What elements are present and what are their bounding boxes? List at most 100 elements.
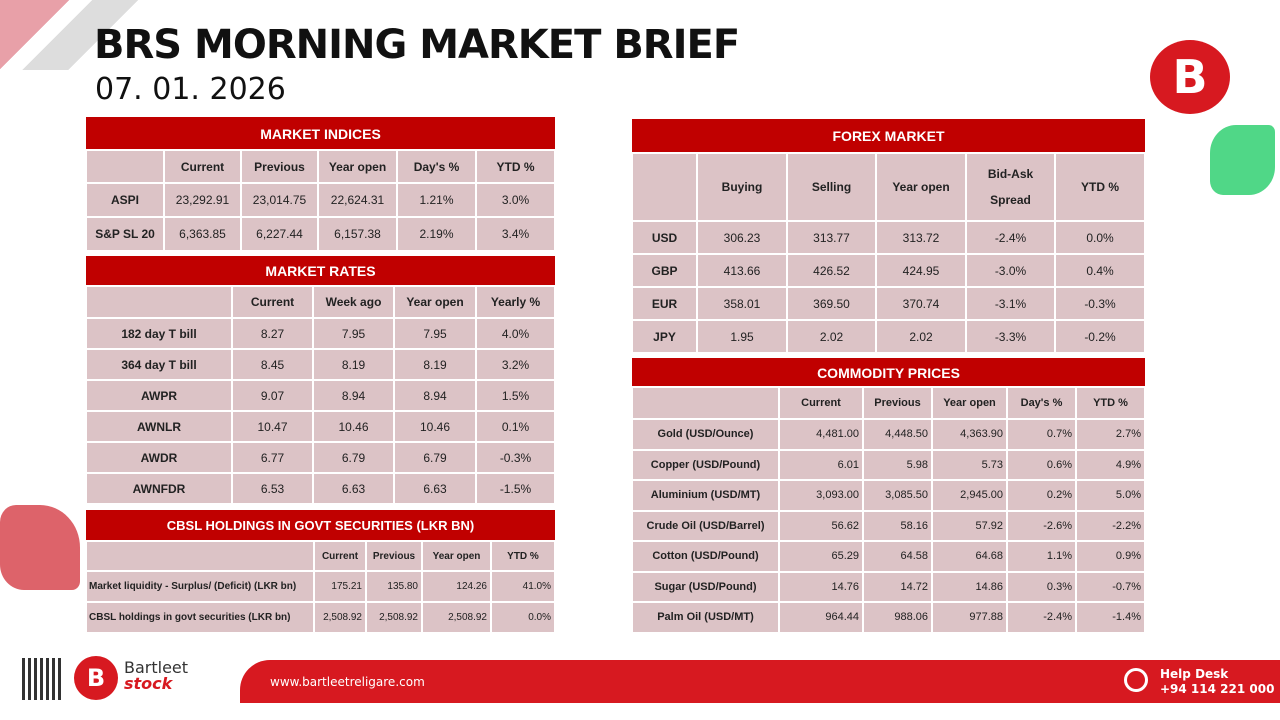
row-label: USD bbox=[631, 220, 698, 255]
cell-value: 2.19% bbox=[396, 216, 477, 252]
cell-value: 3.4% bbox=[475, 216, 556, 252]
cell-value: 2.02 bbox=[875, 319, 967, 354]
cell-value: 4.9% bbox=[1075, 448, 1146, 481]
cell-value: 5.98 bbox=[862, 448, 933, 481]
table-row: JPY 1.95 2.02 2.02 -3.3% -0.2% bbox=[631, 319, 1146, 354]
row-label: 182 day T bill bbox=[85, 317, 233, 350]
cell-value: 4,363.90 bbox=[931, 418, 1008, 451]
cell-value: -0.7% bbox=[1075, 570, 1146, 603]
decor-stripe bbox=[0, 0, 160, 70]
cell-value: 370.74 bbox=[875, 286, 967, 321]
cell-value: 23,014.75 bbox=[240, 182, 319, 218]
qr-code-icon bbox=[22, 658, 64, 700]
brand-line2: stock bbox=[124, 674, 173, 693]
cell-value: 8.94 bbox=[393, 379, 477, 412]
cell-value: -1.4% bbox=[1075, 601, 1146, 634]
cell-value: 0.7% bbox=[1006, 418, 1077, 451]
cell-value: 6.79 bbox=[312, 441, 395, 474]
cell-value: 8.19 bbox=[393, 348, 477, 381]
column-header: Current bbox=[313, 540, 367, 572]
table-row: AWNLR 10.47 10.46 10.46 0.1% bbox=[85, 410, 556, 443]
cell-value: 426.52 bbox=[786, 253, 877, 288]
cell-value: 988.06 bbox=[862, 601, 933, 634]
cell-value: 6.53 bbox=[231, 472, 314, 505]
row-label: 364 day T bill bbox=[85, 348, 233, 381]
row-label: Sugar (USD/Pound) bbox=[631, 570, 780, 603]
column-header bbox=[85, 285, 233, 319]
header-row: Current Week ago Year open Yearly % bbox=[85, 285, 556, 319]
column-header bbox=[631, 386, 780, 420]
column-header: YTD % bbox=[1075, 386, 1146, 420]
column-header bbox=[85, 540, 315, 572]
market-rates-table: Current Week ago Year open Yearly % 182 day … bbox=[85, 285, 556, 505]
table-row: Palm Oil (USD/MT) 964.44 988.06 977.88 -2.4%… bbox=[631, 601, 1146, 634]
cell-value: 3,093.00 bbox=[778, 479, 864, 512]
market-indices-table: Current Previous Year open Day's % YTD % ASPI… bbox=[85, 149, 556, 252]
cell-value: 1.5% bbox=[475, 379, 556, 412]
cell-value: 2,508.92 bbox=[365, 601, 423, 634]
table-row: Crude Oil (USD/Barrel) 56.62 58.16 57.92 -2.… bbox=[631, 509, 1146, 542]
row-label: Copper (USD/Pound) bbox=[631, 448, 780, 481]
cell-value: 23,292.91 bbox=[163, 182, 242, 218]
cell-value: 2,945.00 bbox=[931, 479, 1008, 512]
column-header: Previous bbox=[365, 540, 423, 572]
cell-value: 7.95 bbox=[393, 317, 477, 350]
cell-value: 8.45 bbox=[231, 348, 314, 381]
column-header: Day's % bbox=[396, 149, 477, 184]
cell-value: 6.63 bbox=[312, 472, 395, 505]
row-label: JPY bbox=[631, 319, 698, 354]
cell-value: 313.72 bbox=[875, 220, 967, 255]
table-row: AWPR 9.07 8.94 8.94 1.5% bbox=[85, 379, 556, 412]
cell-value: 964.44 bbox=[778, 601, 864, 634]
column-header: Year open bbox=[393, 285, 477, 319]
cell-value: 8.94 bbox=[312, 379, 395, 412]
row-label: AWPR bbox=[85, 379, 233, 412]
cell-value: 3.0% bbox=[475, 182, 556, 218]
column-header: Bid-Ask Spread bbox=[965, 152, 1056, 222]
table-row: USD 306.23 313.77 313.72 -2.4% 0.0% bbox=[631, 220, 1146, 255]
cell-value: 369.50 bbox=[786, 286, 877, 321]
cell-value: 5.73 bbox=[931, 448, 1008, 481]
cell-value: 0.6% bbox=[1006, 448, 1077, 481]
cell-value: 58.16 bbox=[862, 509, 933, 542]
cell-value: 6.79 bbox=[393, 441, 477, 474]
cell-value: 10.47 bbox=[231, 410, 314, 443]
help-phone[interactable]: +94 114 221 000 bbox=[1160, 682, 1275, 696]
forex-table: Buying Selling Year open Bid-Ask Spread YTD … bbox=[631, 152, 1146, 354]
column-header: Selling bbox=[786, 152, 877, 222]
column-header: Year open bbox=[317, 149, 398, 184]
column-header: YTD % bbox=[475, 149, 556, 184]
cell-value: 4,481.00 bbox=[778, 418, 864, 451]
column-header: Current bbox=[231, 285, 314, 319]
table-row: AWNFDR 6.53 6.63 6.63 -1.5% bbox=[85, 472, 556, 505]
cell-value: 413.66 bbox=[696, 253, 788, 288]
cell-value: 0.9% bbox=[1075, 540, 1146, 573]
cell-value: 6.01 bbox=[778, 448, 864, 481]
column-header: YTD % bbox=[490, 540, 556, 572]
row-label: Cotton (USD/Pound) bbox=[631, 540, 780, 573]
cell-value: 0.2% bbox=[1006, 479, 1077, 512]
website-link[interactable]: www.bartleetreligare.com bbox=[270, 675, 425, 689]
table-row: Cotton (USD/Pound) 65.29 64.58 64.68 1.1% 0.9… bbox=[631, 540, 1146, 573]
table-row: AWDR 6.77 6.79 6.79 -0.3% bbox=[85, 441, 556, 474]
column-header: YTD % bbox=[1054, 152, 1146, 222]
cell-value: 313.77 bbox=[786, 220, 877, 255]
cbsl-table: Current Previous Year open YTD % Market liqu… bbox=[85, 540, 556, 634]
cell-value: 1.95 bbox=[696, 319, 788, 354]
cell-value: -3.3% bbox=[965, 319, 1056, 354]
cell-value: 57.92 bbox=[931, 509, 1008, 542]
cell-value: -0.2% bbox=[1054, 319, 1146, 354]
cbsl-title: CBSL HOLDINGS IN GOVT SECURITIES (LKR BN… bbox=[86, 510, 555, 541]
cell-value: 8.27 bbox=[231, 317, 314, 350]
column-header: Year open bbox=[421, 540, 492, 572]
cell-value: 124.26 bbox=[421, 570, 492, 603]
column-header: Current bbox=[163, 149, 242, 184]
column-header: Previous bbox=[862, 386, 933, 420]
cell-value: 1.1% bbox=[1006, 540, 1077, 573]
row-label: CBSL holdings in govt securities (LKR bn… bbox=[85, 601, 315, 634]
column-header: Week ago bbox=[312, 285, 395, 319]
row-label: GBP bbox=[631, 253, 698, 288]
cell-value: 64.58 bbox=[862, 540, 933, 573]
cell-value: 2,508.92 bbox=[313, 601, 367, 634]
row-label: Aluminium (USD/MT) bbox=[631, 479, 780, 512]
